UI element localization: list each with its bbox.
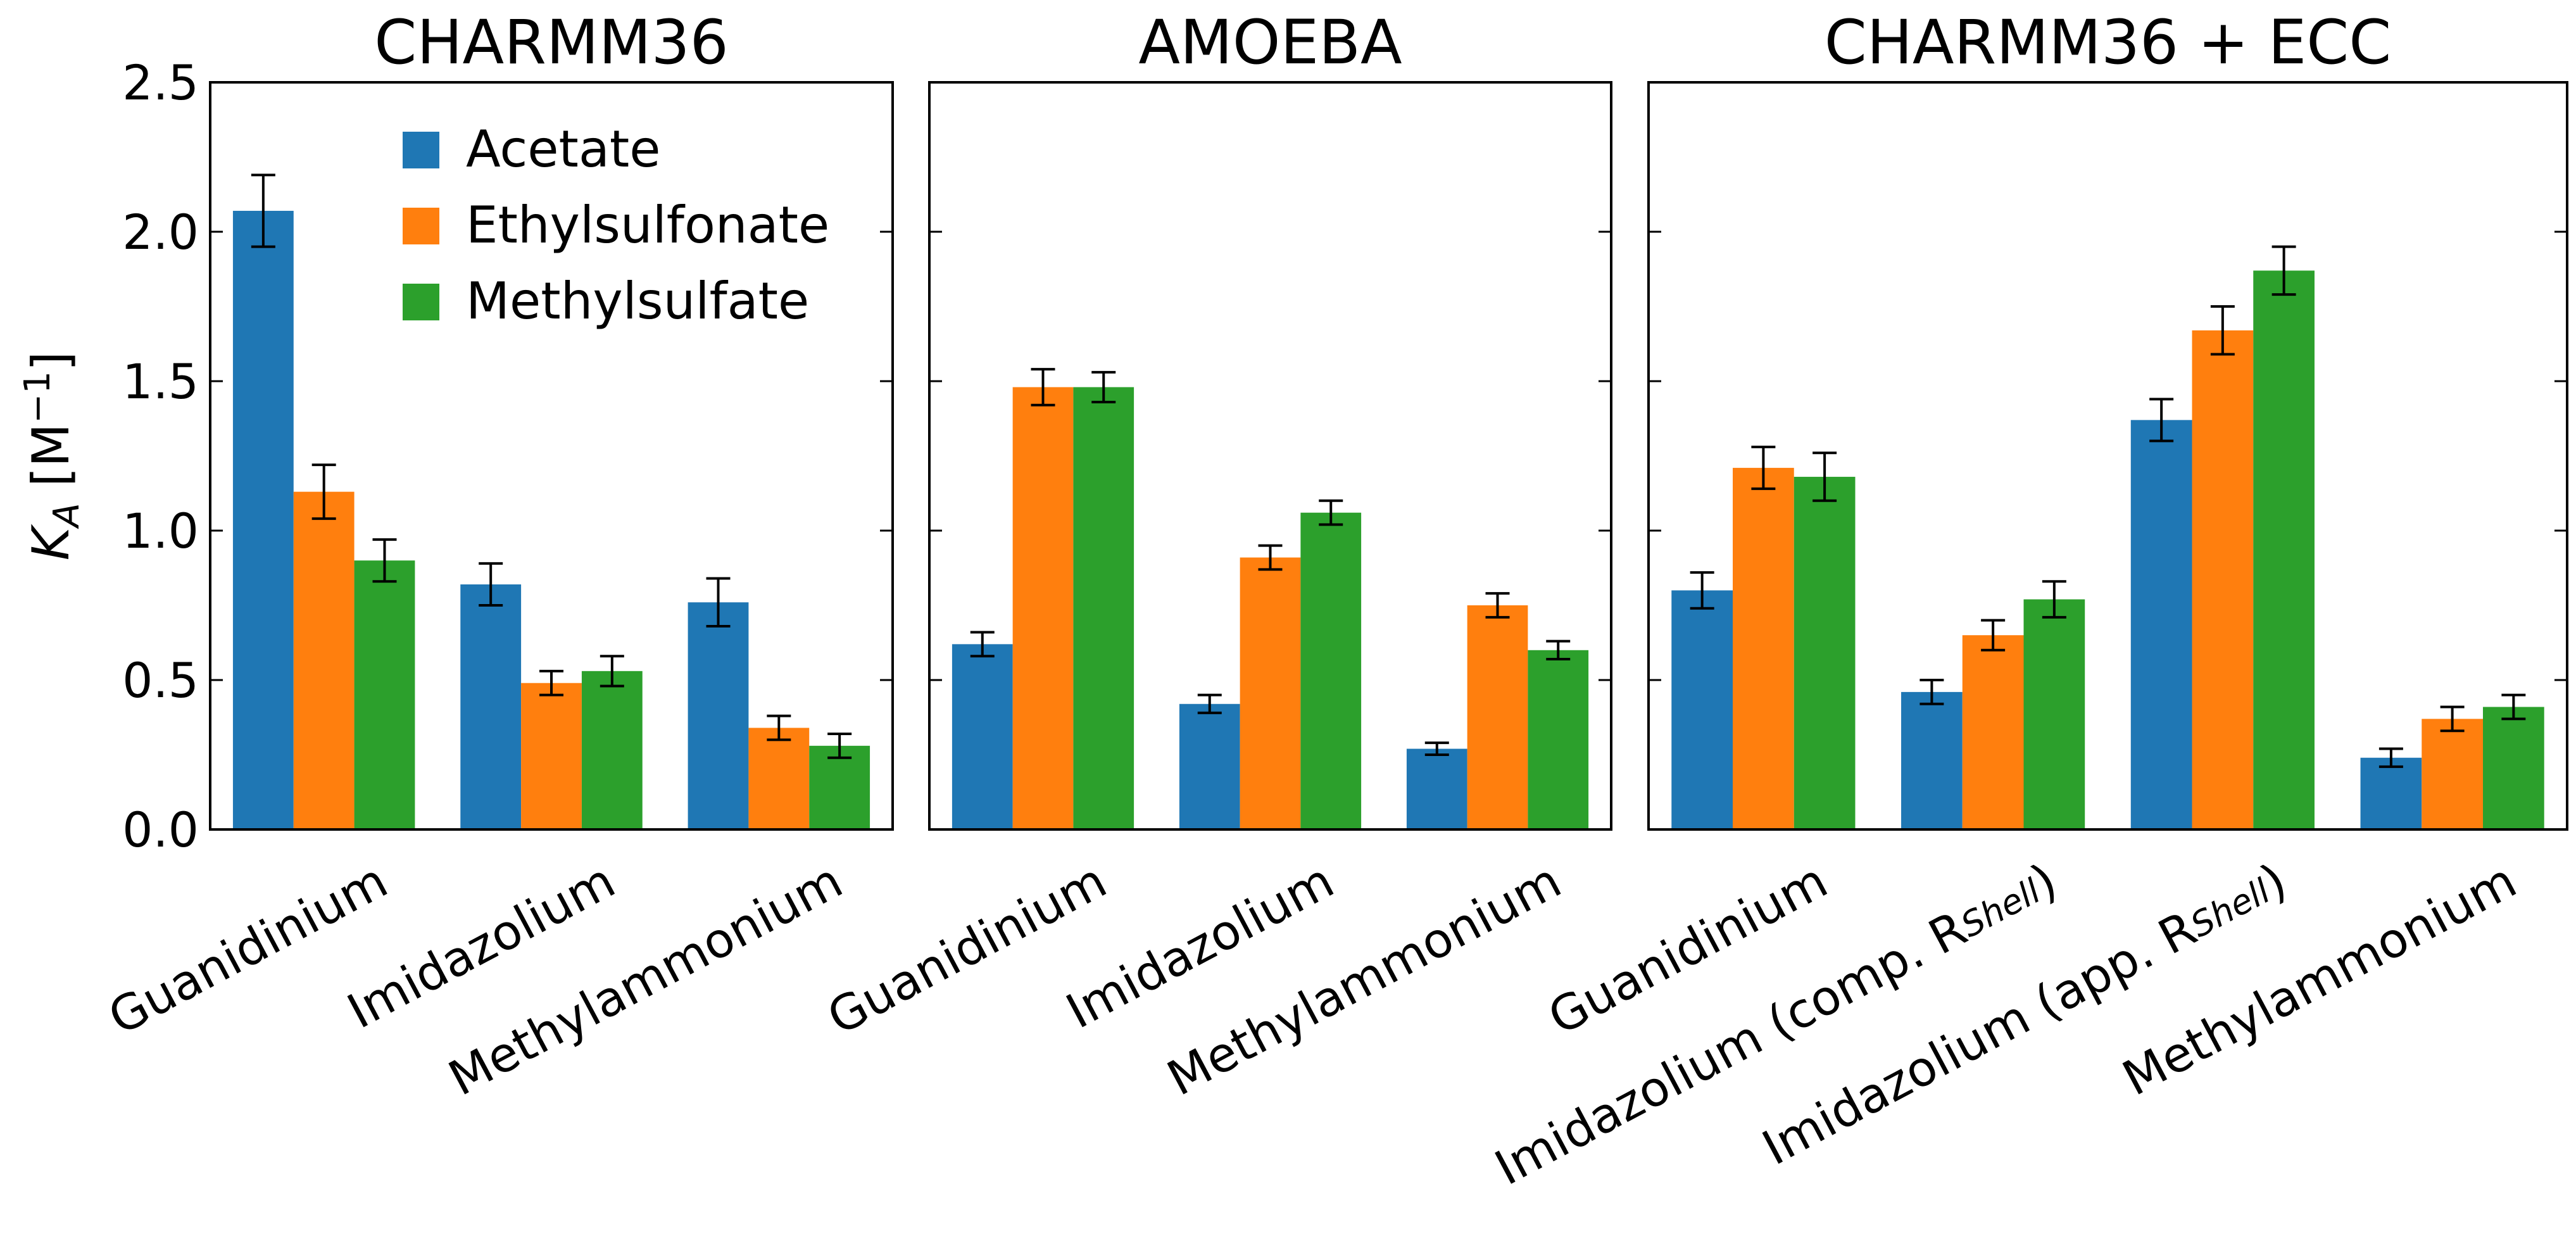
category-label: Guanidinium [99,852,396,1045]
y-axis-label: KA [M−1] [17,351,87,560]
bar-ethylsulfonate-2 [1962,635,2024,829]
panel-title: AMOEBA [1138,7,1402,78]
legend-swatch [403,284,439,320]
bar-acetate-2 [1179,703,1240,829]
plot-frame [209,81,894,831]
bar-acetate-4 [2360,757,2422,829]
bar-ethylsulfonate-3 [748,728,810,829]
bar-acetate-3 [688,602,749,829]
y-tick-label: 1.0 [122,503,199,559]
bar-ethylsulfonate-3 [2192,330,2254,829]
y-tick-label: 0.5 [122,652,199,709]
legend-label: Ethylsulfonate [466,196,829,255]
bar-acetate-1 [952,644,1013,829]
legend-swatch [403,208,439,244]
bar-methylsulfate-3 [2253,270,2315,829]
plot-frame [1647,81,2568,831]
category-label: Methylammonium [1158,852,1569,1106]
y-tick-label: 2.5 [122,54,199,111]
bar-ethylsulfonate-2 [521,683,582,829]
bar-acetate-2 [1901,691,1963,829]
bar-methylsulfate-1 [354,560,415,829]
bar-methylsulfate-2 [1300,512,1362,829]
y-tick-label: 0.0 [122,802,199,858]
category-label: Methylammonium [439,852,851,1106]
bar-methylsulfate-2 [581,671,643,829]
bar-methylsulfate-1 [1073,387,1134,829]
bar-methylsulfate-3 [1528,650,1589,829]
panel-title: CHARMM36 [374,7,728,78]
bar-methylsulfate-4 [2482,707,2544,829]
bar-acetate-3 [1406,748,1467,829]
bar-ethylsulfonate-1 [1733,467,1794,829]
panel-title: CHARMM36 + ECC [1825,7,2392,78]
legend: Acetate Ethylsulfonate Methylsulfate [403,120,829,331]
bar-ethylsulfonate-3 [1467,605,1528,829]
legend-swatch [403,132,439,168]
bar-acetate-1 [232,210,294,830]
bar-ethylsulfonate-1 [1012,387,1074,829]
bar-ethylsulfonate-2 [1240,557,1301,829]
bar-acetate-3 [2130,420,2192,829]
bar-methylsulfate-2 [2023,599,2085,829]
bar-ethylsulfonate-4 [2422,719,2483,829]
legend-label: Acetate [466,120,661,179]
y-tick-label: 1.5 [122,353,199,410]
category-label: Methylammonium [2113,852,2525,1106]
bar-acetate-1 [1671,590,1733,829]
panel-2: AMOEBAGuanidiniumImidazoliumMethylammoni… [819,7,1612,1107]
bar-ethylsulfonate-1 [293,491,355,829]
legend-label: Methylsulfate [466,272,809,331]
bar-methylsulfate-3 [809,745,870,829]
plot-frame [928,81,1612,831]
bar-acetate-2 [460,584,522,829]
bar-methylsulfate-1 [1794,477,1856,829]
y-tick-label: 2.0 [122,204,199,260]
